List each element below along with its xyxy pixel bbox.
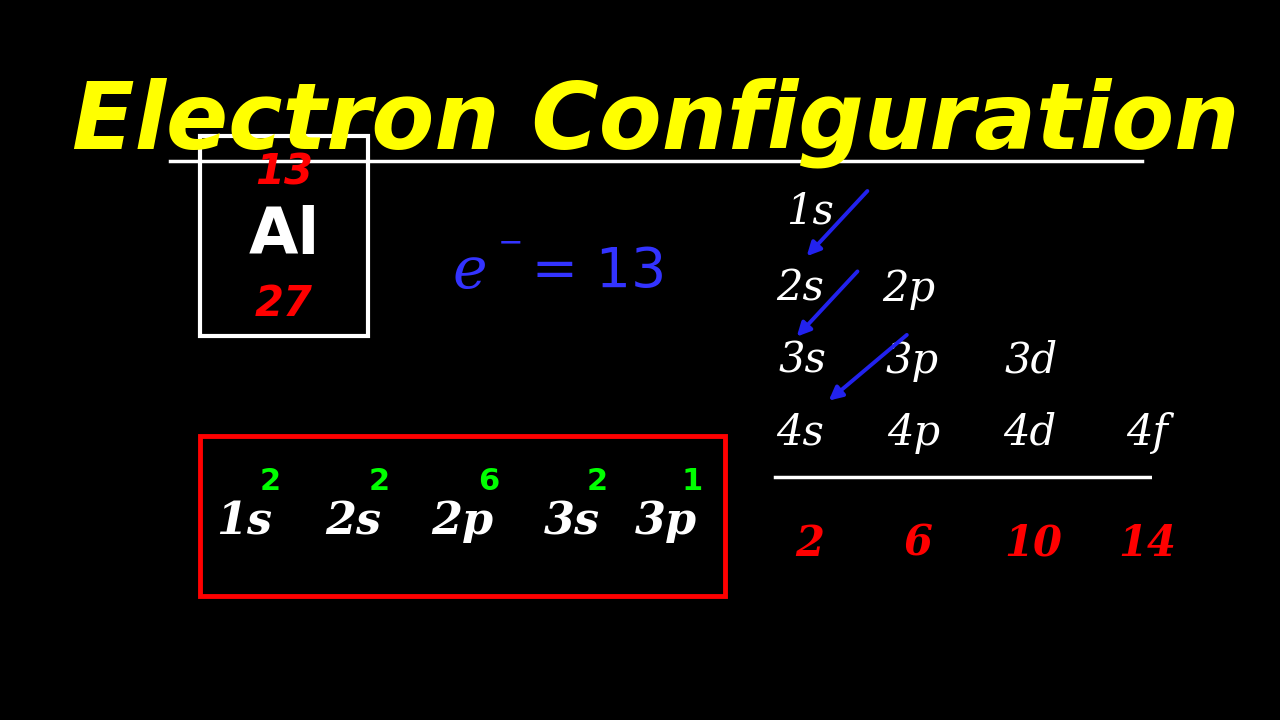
Text: 3s: 3s [778,340,827,382]
Text: 3p: 3p [886,340,938,382]
Text: 1s: 1s [216,500,273,543]
Text: 2s: 2s [325,500,381,543]
Text: 14: 14 [1117,523,1176,564]
Text: 10: 10 [1004,523,1062,564]
Text: 1s: 1s [786,190,833,232]
Text: 4p: 4p [887,412,941,454]
Text: 3p: 3p [635,500,698,543]
Text: Electron Configuration: Electron Configuration [72,77,1240,168]
Text: 4d: 4d [1004,412,1056,454]
Text: = 13: = 13 [515,245,667,299]
Text: 4f: 4f [1126,412,1167,454]
Text: e: e [453,244,488,300]
Text: 6: 6 [905,523,933,564]
Text: 2p: 2p [431,500,494,543]
Text: 3d: 3d [1005,340,1057,382]
Text: −: − [497,229,522,258]
Text: 3s: 3s [544,500,600,543]
Text: 2p: 2p [882,268,936,310]
Text: 1: 1 [681,467,703,496]
Text: 4s: 4s [776,412,824,454]
Bar [200,436,726,596]
Bar [200,136,369,336]
Text: 6: 6 [477,467,499,496]
Text: 13: 13 [255,151,314,193]
Text: Al: Al [248,205,320,267]
Text: 2: 2 [795,523,824,564]
Text: 27: 27 [255,283,314,325]
Text: 2: 2 [369,467,390,496]
Text: 2: 2 [260,467,280,496]
Text: 2s: 2s [776,268,824,310]
Text: 2: 2 [588,467,608,496]
